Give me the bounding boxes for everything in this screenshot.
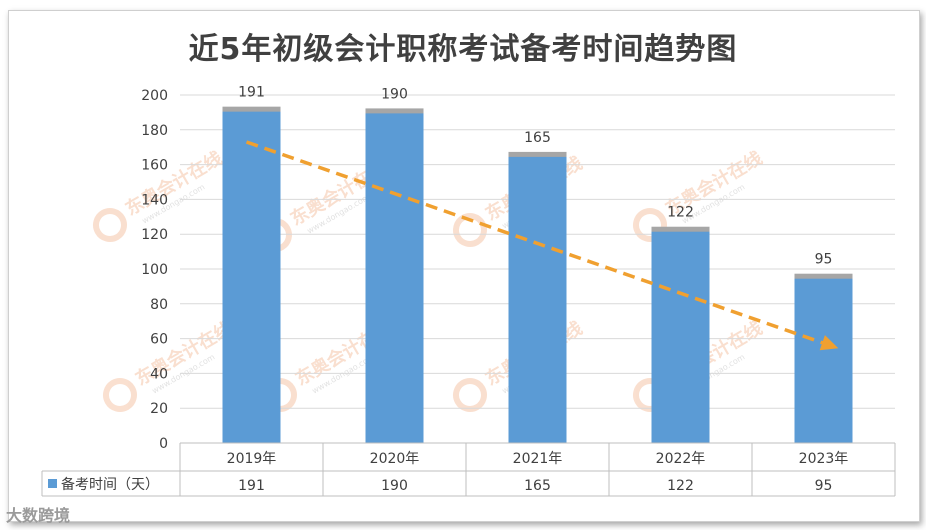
- bar: [365, 112, 424, 444]
- footer-logo-text: 大数跨境: [6, 506, 71, 525]
- y-tick-label: 200: [141, 88, 168, 104]
- y-tick-label: 80: [150, 297, 168, 313]
- bar: [222, 110, 281, 443]
- table-value: 191: [238, 478, 265, 494]
- x-tick-label: 2022年: [656, 451, 706, 467]
- bar-cap: [508, 151, 567, 157]
- data-label: 165: [524, 130, 551, 146]
- legend-series-name: 备考时间（天）: [61, 476, 159, 493]
- x-tick-label: 2019年: [227, 451, 277, 467]
- y-tick-label: 180: [141, 123, 168, 139]
- watermark-logo-icon: [453, 213, 487, 247]
- bar-cap: [222, 106, 281, 112]
- x-tick-label: 2020年: [370, 451, 420, 467]
- watermark-logo-icon: [103, 378, 137, 412]
- table-value: 190: [381, 478, 408, 494]
- data-label: 190: [381, 86, 408, 102]
- bar: [794, 277, 853, 443]
- bar-cap: [651, 226, 710, 232]
- bar-cap: [365, 108, 424, 114]
- data-label: 122: [667, 205, 694, 221]
- y-tick-label: 140: [141, 192, 168, 208]
- bar: [508, 155, 567, 443]
- x-tick-label: 2021年: [513, 451, 563, 467]
- trend-arrow-head-icon: [819, 335, 839, 351]
- table-value: 122: [667, 478, 694, 494]
- table-value: 165: [524, 478, 551, 494]
- bar-cap: [794, 273, 853, 279]
- y-tick-label: 40: [150, 366, 168, 382]
- watermark-brand: 东奥会计在线: [122, 147, 227, 220]
- watermark-logo-icon: [93, 208, 127, 242]
- y-tick-label: 160: [141, 158, 168, 174]
- x-tick-label: 2023年: [799, 451, 849, 467]
- trend-arrow-line: [245, 140, 837, 349]
- chart-title: 近5年初级会计职称考试备考时间趋势图: [188, 32, 738, 67]
- y-tick-label: 0: [159, 436, 168, 452]
- table-value: 95: [815, 478, 833, 494]
- y-tick-label: 120: [141, 227, 168, 243]
- watermark-brand: 东奥会计在线: [132, 317, 237, 390]
- y-tick-label: 20: [150, 401, 168, 417]
- data-label: 191: [238, 85, 265, 101]
- bar: [651, 230, 710, 443]
- legend-swatch: [48, 479, 57, 488]
- y-tick-label: 100: [141, 262, 168, 278]
- y-tick-label: 60: [150, 332, 168, 348]
- data-label: 95: [815, 252, 833, 268]
- watermark-logo-icon: [453, 378, 487, 412]
